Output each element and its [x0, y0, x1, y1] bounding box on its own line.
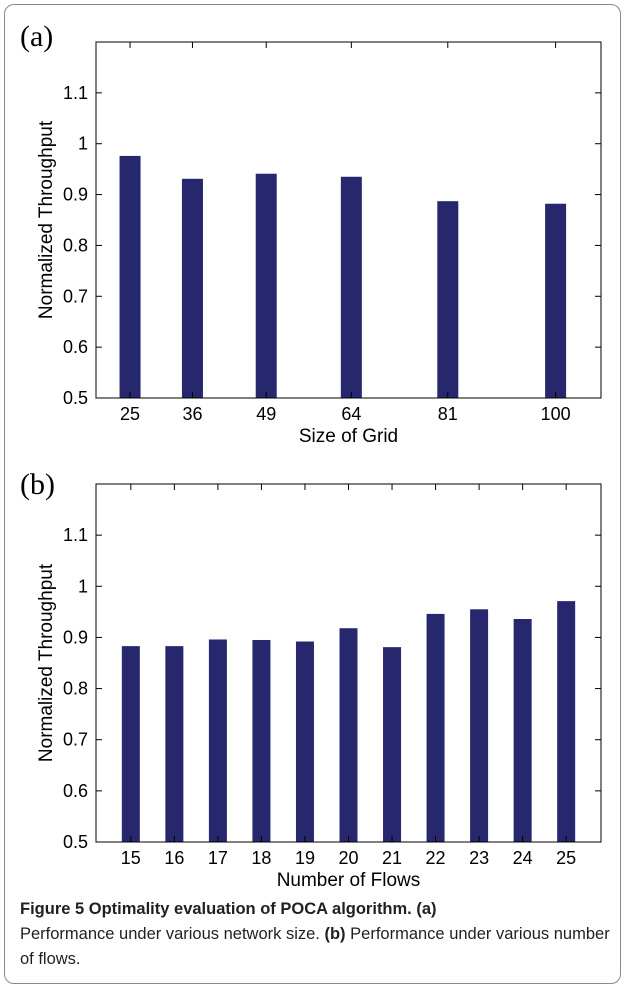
y-tick-label: 1.1 — [63, 525, 88, 545]
caption-label-a: (a) — [416, 900, 437, 918]
x-tick-label: 21 — [382, 848, 402, 868]
x-tick-label: 25 — [556, 848, 576, 868]
y-tick-label: 0.8 — [63, 235, 88, 255]
bar — [339, 628, 358, 842]
panel-label-a: (a) — [20, 20, 54, 53]
y-tick-label: 0.5 — [63, 832, 88, 852]
bar — [383, 647, 402, 842]
bar — [181, 178, 203, 398]
x-tick-label: 20 — [338, 848, 358, 868]
x-tick-label: 36 — [182, 404, 202, 424]
x-tick-label: 15 — [121, 848, 141, 868]
bar — [545, 203, 567, 398]
bar — [255, 173, 277, 398]
x-tick-label: 23 — [469, 848, 489, 868]
x-tick-label: 24 — [513, 848, 533, 868]
bar — [340, 176, 362, 398]
figure-caption: Figure 5 Optimality evaluation of POCA a… — [20, 897, 610, 972]
bar — [295, 641, 314, 842]
x-tick-label: 81 — [438, 404, 458, 424]
x-tick-label: 16 — [164, 848, 184, 868]
y-tick-label: 0.8 — [63, 679, 88, 699]
y-tick-label: 0.9 — [63, 627, 88, 647]
bar — [513, 619, 532, 842]
x-axis-label: Size of Grid — [299, 426, 398, 447]
y-tick-label: 0.5 — [63, 388, 88, 408]
bar — [557, 601, 576, 842]
chart-a: 0.5 0.6 0.7 0.8 0.9 1 1.1 25 36 49 64 81 100 Size of … — [36, 41, 602, 447]
bar — [121, 646, 140, 842]
x-tick-label: 17 — [208, 848, 228, 868]
y-axis-label: Normalized Throughput — [36, 120, 57, 319]
caption-label-b: (b) — [324, 925, 346, 943]
bar — [470, 609, 489, 842]
plot-area-border — [95, 41, 602, 399]
caption-text-b: Performance under various number of flow… — [20, 925, 610, 968]
bar — [426, 613, 445, 842]
figure-frame — [4, 4, 621, 984]
panel-label-b: (b) — [20, 468, 55, 501]
y-tick-label: 0.7 — [63, 286, 88, 306]
caption-title: Figure 5 Optimality evaluation of POCA a… — [20, 900, 412, 918]
y-tick-label: 0.7 — [63, 730, 88, 750]
y-tick-label: 1 — [78, 134, 88, 154]
y-tick-label: 1.1 — [63, 83, 88, 103]
x-tick-label: 19 — [295, 848, 315, 868]
y-axis-label: Normalized Throughput — [36, 563, 57, 762]
chart-b: 0.5 0.6 0.7 0.8 0.9 1 1.1 15 16 17 18 19 20 21 22 23 24 2… — [36, 483, 602, 888]
y-tick-label: 0.9 — [63, 185, 88, 205]
y-tick-label: 0.6 — [63, 337, 88, 357]
x-tick-label: 22 — [426, 848, 446, 868]
x-tick-label: 25 — [120, 404, 140, 424]
caption-text-a: Performance under various network size. — [20, 925, 320, 943]
x-tick-label: 64 — [341, 404, 361, 424]
x-tick-label: 100 — [541, 404, 571, 424]
x-tick-label: 49 — [256, 404, 276, 424]
x-axis-label: Number of Flows — [277, 870, 421, 888]
bar — [437, 201, 459, 398]
x-tick-label: 18 — [251, 848, 271, 868]
bar — [119, 155, 141, 398]
bar — [165, 646, 184, 842]
bar — [252, 639, 271, 842]
y-tick-label: 0.6 — [63, 781, 88, 801]
y-tick-label: 1 — [78, 576, 88, 596]
bar — [208, 639, 227, 842]
